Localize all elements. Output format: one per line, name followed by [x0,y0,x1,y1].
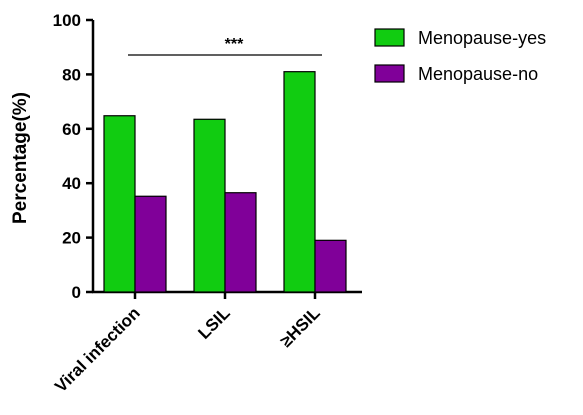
y-axis-label: Percentage(%) [10,92,31,224]
y-tick-label: 100 [53,11,81,30]
x-tick-label: ≥HSIL [276,303,323,350]
bars [103,71,347,293]
x-tick-labels: Viral infection LSIL ≥HSIL [51,303,324,396]
y-tick-label: 80 [62,65,81,84]
bar [224,192,257,293]
x-tick-label: LSIL [194,303,233,342]
legend: Menopause-yes Menopause-no [374,28,546,84]
y-tick-label: 20 [62,229,81,248]
y-tick-label: 40 [62,174,81,193]
bar [134,195,167,293]
y-tick-label: 60 [62,120,81,139]
bar [103,115,136,293]
legend-swatch [374,28,405,47]
legend-label: Menopause-no [418,64,538,84]
bar [193,118,226,293]
x-tick-label: Viral infection [51,303,144,396]
bar [283,71,316,293]
legend-swatch [374,64,405,83]
significance-label: *** [225,36,244,53]
bar [314,239,347,293]
legend-label: Menopause-yes [418,28,546,48]
y-tick-label: 0 [72,283,81,302]
significance-annotation: *** [128,36,322,56]
